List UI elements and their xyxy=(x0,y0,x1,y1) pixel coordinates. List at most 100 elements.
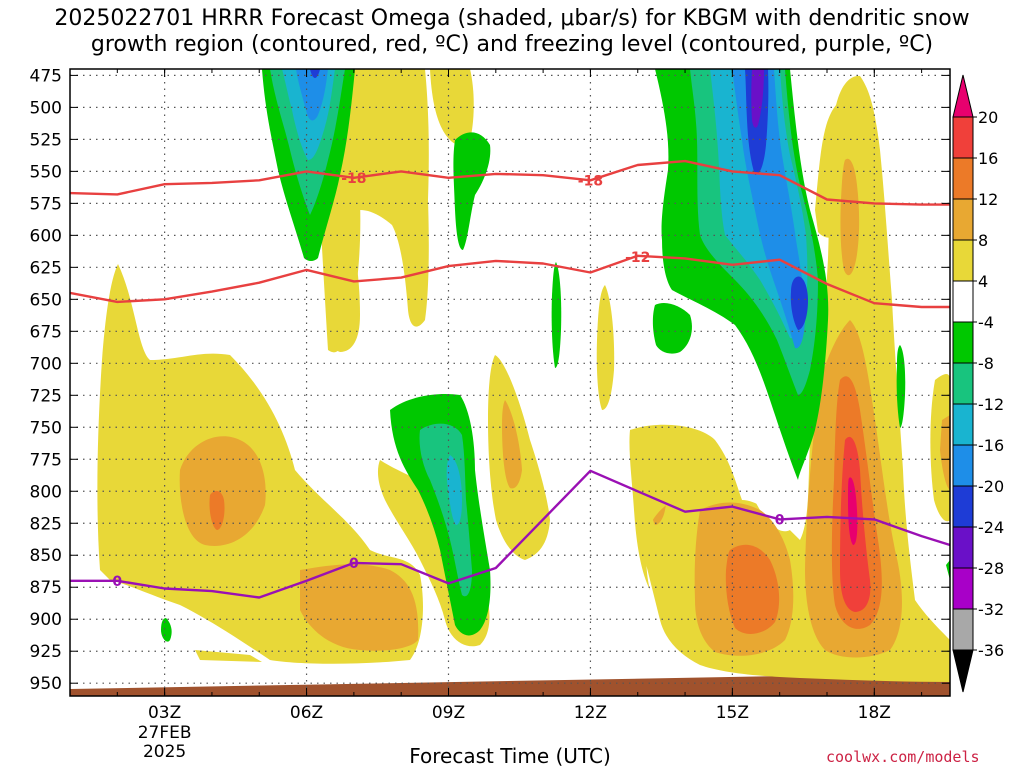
contour-label: 0 xyxy=(112,574,122,590)
colorbar-label: 20 xyxy=(978,108,998,127)
x-date-label: 27FEB xyxy=(138,723,192,743)
plot-frame xyxy=(69,68,951,697)
shade-yellow-upper-3 xyxy=(355,69,429,327)
x-date-label: 2025 xyxy=(143,742,186,762)
x-tick-label: 06Z xyxy=(290,703,323,723)
shade-green-18z xyxy=(896,345,906,428)
y-tick-label: 625 xyxy=(30,258,62,278)
colorbar-label: 8 xyxy=(978,231,988,250)
shade-east-edge-orange xyxy=(940,415,950,490)
contour-line xyxy=(70,159,950,206)
x-tick-label: 15Z xyxy=(716,703,749,723)
y-tick-label: 650 xyxy=(30,290,62,310)
colorbar-label: -16 xyxy=(978,436,1004,455)
y-tick-label: 900 xyxy=(30,610,62,630)
x-tick-label: 03Z xyxy=(148,703,181,723)
shade-small-green xyxy=(161,618,172,642)
contour-label: -18 xyxy=(341,171,366,187)
colorbar-bottom-triangle xyxy=(952,649,974,693)
y-tick-label: 800 xyxy=(30,482,62,502)
y-tick-label: 750 xyxy=(30,418,62,438)
y-tick-label: 825 xyxy=(30,514,62,534)
shade-east-white-gap xyxy=(737,400,792,532)
shade-east-magenta xyxy=(848,477,858,545)
colorbar-swatch xyxy=(952,362,974,405)
shade-west-yellow-2 xyxy=(195,650,262,662)
shade-cyan-09z xyxy=(446,455,462,525)
credit-text: coolwx.com/models xyxy=(826,748,980,766)
shade-13z-yellow xyxy=(629,428,702,590)
contour-label: -12 xyxy=(625,250,650,266)
y-tick-label: 575 xyxy=(30,194,62,214)
x-axis-title: Forecast Time (UTC) xyxy=(409,744,611,768)
colorbar-swatch xyxy=(952,280,974,323)
shade-midwest-orange xyxy=(300,564,419,651)
shade-east-purple xyxy=(751,69,764,128)
omega-shading xyxy=(70,69,950,696)
colorbar-swatch xyxy=(952,608,974,651)
chart-title: 2025022701 HRRR Forecast Omega (shaded, … xyxy=(54,6,970,57)
colorbar-label: -36 xyxy=(978,641,1004,660)
colorbar-swatch xyxy=(952,239,974,282)
shade-west-orange-center xyxy=(209,490,225,530)
shade-yellow-upper-2 xyxy=(329,225,360,352)
shade-west-orange xyxy=(179,436,266,546)
y-tick-label: 525 xyxy=(30,130,62,150)
shade-green-right-edge xyxy=(946,560,950,580)
colorbar-label: 16 xyxy=(978,149,998,168)
y-tick-label: 925 xyxy=(30,642,62,662)
colorbar-label: -12 xyxy=(978,395,1004,414)
x-tick-label: 12Z xyxy=(574,703,607,723)
y-tick-label: 675 xyxy=(30,322,62,342)
shade-green-09z-top xyxy=(453,132,491,250)
colorbar-label: -4 xyxy=(978,313,994,332)
contour-label: -18 xyxy=(578,173,603,189)
shade-east-o12-left xyxy=(725,544,780,634)
contour-line xyxy=(70,469,950,599)
colorbar-swatch xyxy=(952,157,974,200)
shade-east-orange-top xyxy=(840,158,860,276)
contour-labels: -18 -18 -12 0 0 0 xyxy=(112,171,784,590)
contour-label: 0 xyxy=(349,556,359,572)
colorbar-swatch xyxy=(952,198,974,241)
shade-yellow-12z xyxy=(596,285,615,410)
shade-orange-mid-ribbon xyxy=(502,400,522,489)
terrain-strip xyxy=(70,673,950,696)
shade-teal-09z xyxy=(419,423,472,597)
y-axis: 475 500 525 550 575 600 625 650 675 700 725 750 775 8… xyxy=(30,66,950,694)
shade-east-dblue-low xyxy=(790,276,808,330)
y-tick-label: 850 xyxy=(30,546,62,566)
colorbar-label: -8 xyxy=(978,354,994,373)
contour-line xyxy=(70,254,950,309)
colorbar: 20 16 12 8 4 -4 -8 -12 -16 -20 -24 -28 -32 -36 xyxy=(952,74,1004,693)
colorbar-label: -24 xyxy=(978,518,1004,537)
shade-plume-blue-west xyxy=(296,69,328,121)
y-tick-label: 875 xyxy=(30,578,62,598)
colorbar-swatch xyxy=(952,485,974,528)
colorbar-swatch xyxy=(952,526,974,569)
colorbar-label: -32 xyxy=(978,600,1004,619)
grid-lines xyxy=(70,69,950,696)
colorbar-swatch xyxy=(952,567,974,610)
colorbar-label: -20 xyxy=(978,477,1004,496)
x-tick-label: 09Z xyxy=(432,703,465,723)
y-tick-label: 600 xyxy=(30,226,62,246)
colorbar-label: 4 xyxy=(978,272,988,291)
y-tick-label: 725 xyxy=(30,386,62,406)
y-tick-label: 775 xyxy=(30,450,62,470)
y-tick-label: 500 xyxy=(30,98,62,118)
contour-lines xyxy=(70,159,950,599)
colorbar-label: -28 xyxy=(978,559,1004,578)
colorbar-label: 12 xyxy=(978,190,998,209)
y-tick-label: 475 xyxy=(30,66,62,86)
x-tick-label: 18Z xyxy=(858,703,891,723)
colorbar-swatch xyxy=(952,444,974,487)
y-tick-label: 950 xyxy=(30,674,62,694)
y-tick-label: 550 xyxy=(30,162,62,182)
shade-east-green-lower xyxy=(652,303,692,354)
shade-green-11z xyxy=(551,262,562,368)
colorbar-swatch xyxy=(952,403,974,446)
colorbar-swatch xyxy=(952,321,974,364)
